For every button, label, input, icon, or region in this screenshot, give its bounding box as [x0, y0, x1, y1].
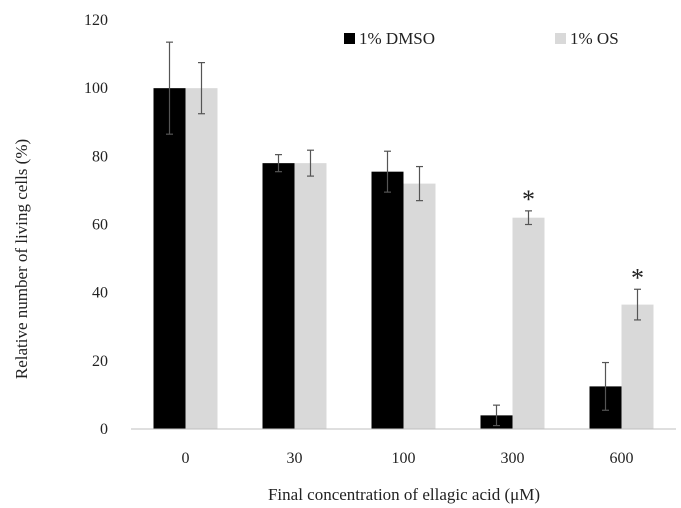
x-tick-label: 100	[392, 450, 416, 467]
y-axis-title: Relative number of living cells (%)	[12, 139, 31, 379]
bar-dmso	[153, 88, 186, 430]
bars	[153, 88, 654, 430]
y-tick-label: 40	[92, 285, 108, 302]
significance-markers: **	[522, 185, 644, 292]
legend: 1% DMSO 1% OS	[344, 29, 619, 48]
significance-asterisk: *	[631, 263, 644, 292]
legend-label-dmso: 1% DMSO	[359, 29, 435, 48]
y-tick-label: 100	[84, 80, 108, 97]
error-bar	[602, 361, 609, 411]
error-bar	[525, 210, 532, 226]
bar-dmso	[262, 163, 295, 429]
legend-swatch-os	[555, 33, 566, 44]
x-tick-label: 600	[610, 450, 634, 467]
x-tick-label: 300	[501, 450, 525, 467]
y-tick-label: 120	[84, 12, 108, 29]
legend-label-os: 1% OS	[570, 29, 619, 48]
x-axis-title: Final concentration of ellagic acid (μM)	[268, 485, 540, 504]
bar-os	[294, 163, 327, 429]
error-bars	[166, 41, 641, 427]
bar-os	[185, 88, 218, 430]
error-bar	[634, 288, 641, 321]
error-bar	[493, 404, 500, 427]
error-bar	[275, 154, 282, 173]
legend-swatch-dmso	[344, 33, 355, 44]
error-bar	[384, 150, 391, 193]
x-tick-label: 0	[182, 450, 190, 467]
y-tick-label: 20	[92, 353, 108, 370]
significance-asterisk: *	[522, 185, 535, 214]
y-tick-label: 0	[100, 421, 108, 438]
error-bar	[166, 41, 173, 135]
bar-os	[403, 183, 436, 429]
bar-dmso	[371, 171, 404, 429]
y-axis-ticks: 0 20 40 60 80 100 120	[84, 12, 108, 438]
y-tick-label: 60	[92, 217, 108, 234]
bar-os	[621, 304, 654, 429]
y-tick-label: 80	[92, 148, 108, 165]
bar-os	[512, 217, 545, 429]
x-tick-label: 30	[287, 450, 303, 467]
error-bar	[307, 149, 314, 177]
x-axis-ticks: 0 30 100 300 600	[182, 450, 634, 467]
error-bar	[198, 62, 205, 115]
error-bar	[416, 165, 423, 202]
